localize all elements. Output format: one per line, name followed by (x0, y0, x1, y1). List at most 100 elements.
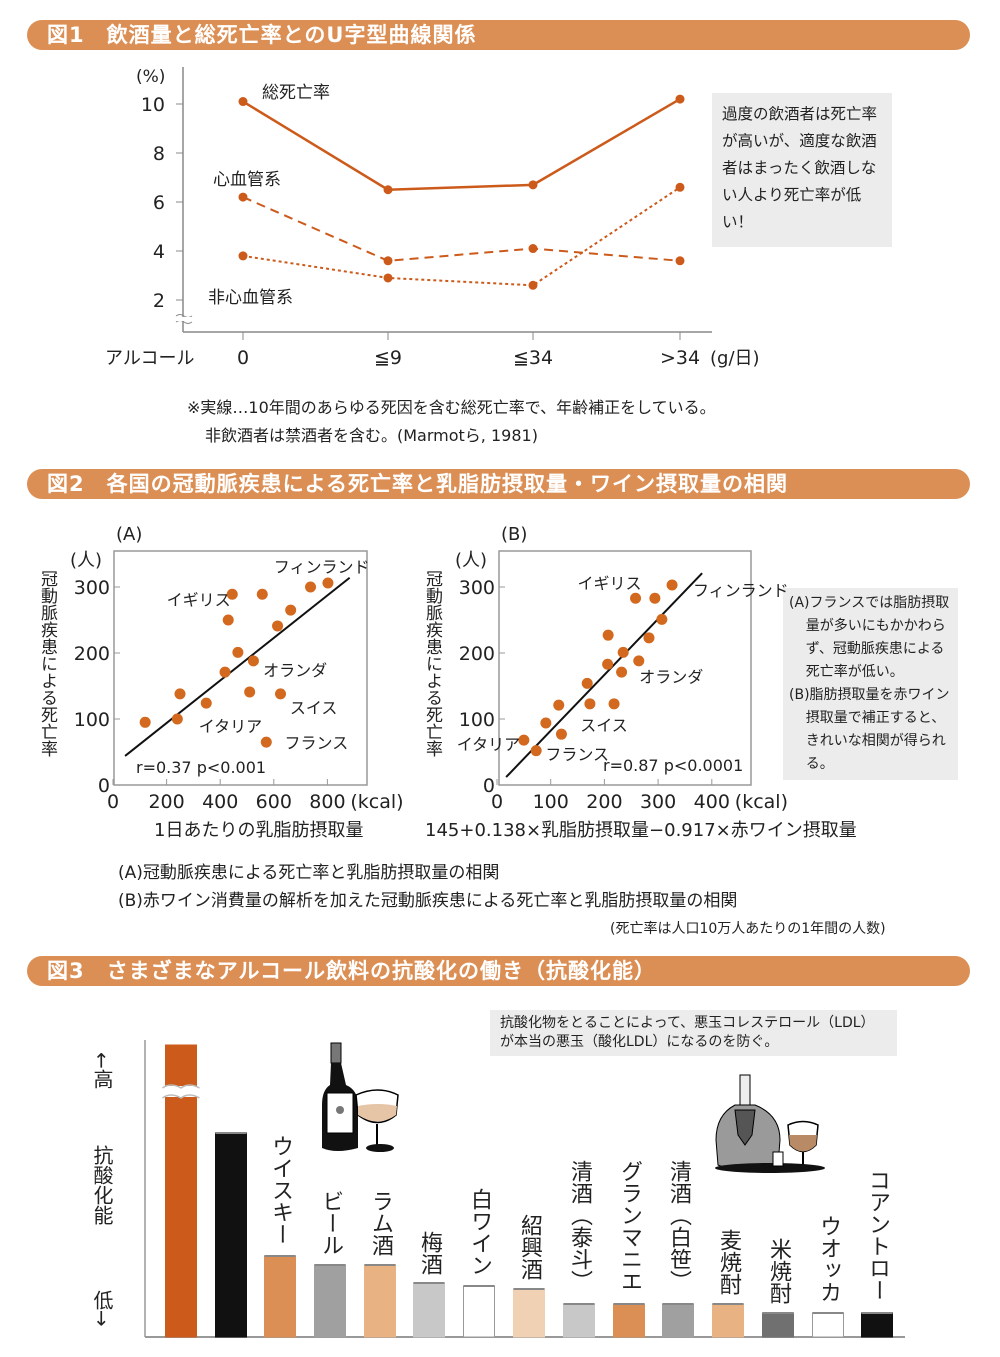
fig1-data-point (238, 251, 248, 261)
fig2a-data-point (226, 588, 238, 600)
fig1-data-point (528, 244, 538, 254)
fig2b-plot-frame (498, 550, 752, 786)
fig2b-data-point (540, 717, 552, 729)
fig2a-data-point (219, 666, 231, 678)
fig2b-data-point (581, 677, 593, 689)
fig2a-data-point (200, 697, 212, 709)
fig2-note: (A)フランスでは脂肪摂取量が多いにもかかわらず、冠動脈疾患による死亡率が低い。… (783, 588, 958, 780)
fig1-x-tick-label: ≦9 (374, 347, 402, 369)
fig3-bar-label: 白ワイン (467, 1188, 492, 1276)
fig1-footnote-2: 非飲酒者は禁酒者を含む。(Marmotら, 1981) (205, 426, 538, 445)
fig3-bar-label: 梅酒 (417, 1231, 442, 1275)
fig3-bar (413, 1282, 445, 1338)
fig1-y-tick-label: 6 (153, 192, 165, 214)
fig2b-data-point (602, 658, 614, 670)
fig2b-data-point (608, 698, 620, 710)
fig1-data-point (675, 182, 685, 192)
fig2a-data-point (260, 736, 272, 748)
fig2a-data-point (256, 588, 268, 600)
fig1-y-tick-label: 2 (153, 290, 165, 312)
fig3-bar-label: コアントロー (865, 1169, 890, 1301)
fig2a-x-tick-label: 0 (107, 791, 119, 813)
fig3-bar (314, 1264, 346, 1338)
fig2a-y-tick-label: 200 (74, 643, 110, 665)
fig2a-point-label: スイス (290, 699, 338, 718)
fig1-data-point (238, 192, 248, 202)
fig2b-data-point (643, 632, 655, 644)
wine-bottle-glass-icon (322, 1042, 399, 1152)
fig2a-data-point (232, 646, 244, 658)
fig2a-x-tick-label: 800 (309, 791, 345, 813)
fig2b-x-tick-label: 400 (694, 791, 730, 813)
fig2b-y-unit: (人) (455, 550, 487, 571)
fig3-bar-label: グランマニエ (617, 1160, 642, 1292)
fig2a-data-point (171, 713, 183, 725)
fig2a-point-label: イタリア (199, 717, 262, 736)
fig1-note: 過度の飲酒者は死亡率が高いが、適度な飲酒者はまったく飲酒しない人より死亡率が低い… (712, 93, 892, 247)
fig2b-point-label: スイス (580, 716, 628, 735)
fig2b-data-point (584, 698, 596, 710)
fig2b-data-point (530, 745, 542, 757)
fig3-bar (812, 1312, 844, 1338)
fig2a-y-unit: (人) (70, 550, 102, 571)
fig2-caption-a: (A)冠動脈疾患による死亡率と乳脂肪摂取量の相関 (118, 863, 500, 883)
fig1-data-point (528, 180, 538, 190)
fig2a-point-label: フランス (285, 734, 349, 753)
fig2-caption-b: (B)赤ワイン消費量の解析を加えた冠動脈疾患による死亡率と乳脂肪摂取量の相関 (118, 891, 738, 911)
fig2a-data-point (322, 577, 334, 589)
liqueur-decanter-glass-icon (715, 1074, 825, 1173)
fig3-bar (364, 1264, 396, 1338)
fig2b-y-tick-label: 100 (459, 709, 495, 731)
fig3-bar-break-gap (163, 1086, 199, 1097)
fig3-y-high: ←高 (90, 1052, 114, 1089)
fig3-note: 抗酸化物をとることによって、悪玉コレステロール（LDL）が本当の悪玉（酸化LDL… (490, 1010, 897, 1056)
fig3-bar (563, 1303, 595, 1338)
fig1-series-line-1 (242, 196, 681, 262)
fig2b-data-point (633, 655, 645, 667)
fig1-title: 図1 飲酒量と総死亡率とのU字型曲線関係 (27, 20, 970, 50)
fig3-bar-label: 紹興酒 (517, 1214, 542, 1280)
fig1-data-point (383, 273, 393, 283)
fig2a-point-label: イギリス (167, 590, 231, 609)
fig2a-data-point (275, 688, 286, 700)
fig2b-point-label: イギリス (578, 574, 642, 593)
fig1-axis-break-gap (176, 317, 192, 321)
fig2a-data-point (139, 716, 151, 728)
fig1-series-label: 非心血管系 (208, 288, 293, 308)
fig2b-data-point (553, 699, 565, 711)
fig2a-y-axis-label: 冠動脈疾患による死亡率 (37, 570, 57, 757)
fig1-x-tick-label: ≦34 (513, 347, 553, 369)
fig3-bar (662, 1303, 694, 1338)
fig2b-stat: r=0.87 p<0.0001 (603, 756, 743, 775)
fig1-y-tick-label: 10 (141, 94, 165, 116)
fig1-x-tick-label: >34 (660, 347, 700, 369)
fig2a-data-point (174, 688, 186, 700)
fig3-y-high-label: 高 (90, 1068, 114, 1089)
fig2b-y-tick-label: 300 (459, 577, 495, 599)
fig3-bar-label: 清酒（泰斗） (567, 1160, 592, 1292)
fig2b-data-point (656, 613, 668, 625)
fig3-title: 図3 さまざまなアルコール飲料の抗酸化の働き（抗酸化能） (27, 956, 970, 986)
fig3-axis-break-icon (162, 1084, 200, 1099)
fig3-bar (861, 1312, 893, 1338)
fig1-data-point (675, 94, 685, 104)
fig3-bar-label: 米焼酎 (766, 1238, 791, 1304)
fig1-data-point (383, 256, 393, 266)
fig2b-x-tick-label: 100 (533, 791, 569, 813)
fig3-bar-label: ウオッカ (816, 1215, 841, 1303)
fig2b-trend-line (505, 572, 703, 778)
fig2a-trend-line (124, 576, 351, 757)
fig2a-y-tick-label: 0 (98, 775, 110, 797)
fig1-data-point (528, 280, 538, 290)
fig3-y-low-label: 低 (90, 1290, 114, 1310)
fig2a-y-tick-label: 300 (74, 577, 110, 599)
fig3-bar (762, 1312, 794, 1338)
fig2-title: 図2 各国の冠動脈疾患による死亡率と乳脂肪摂取量・ワイン摂取量の相関 (27, 469, 970, 499)
fig2b-point-label: フランス (545, 745, 609, 764)
fig1-footnote-1: ※実線…10年間のあらゆる死因を含む総死亡率で、年齢補正をしている。 (187, 398, 716, 417)
fig2-note-a: (A)フランスでは脂肪摂取量が多いにもかかわらず、冠動脈疾患による死亡率が低い。 (789, 595, 950, 680)
fig2a-point-label: フィンランド (274, 557, 370, 576)
fig2b-point-label: フィンランド (693, 581, 789, 600)
fig2-footnote: (死亡率は人口10万人あたりの1年間の人数) (610, 921, 886, 937)
